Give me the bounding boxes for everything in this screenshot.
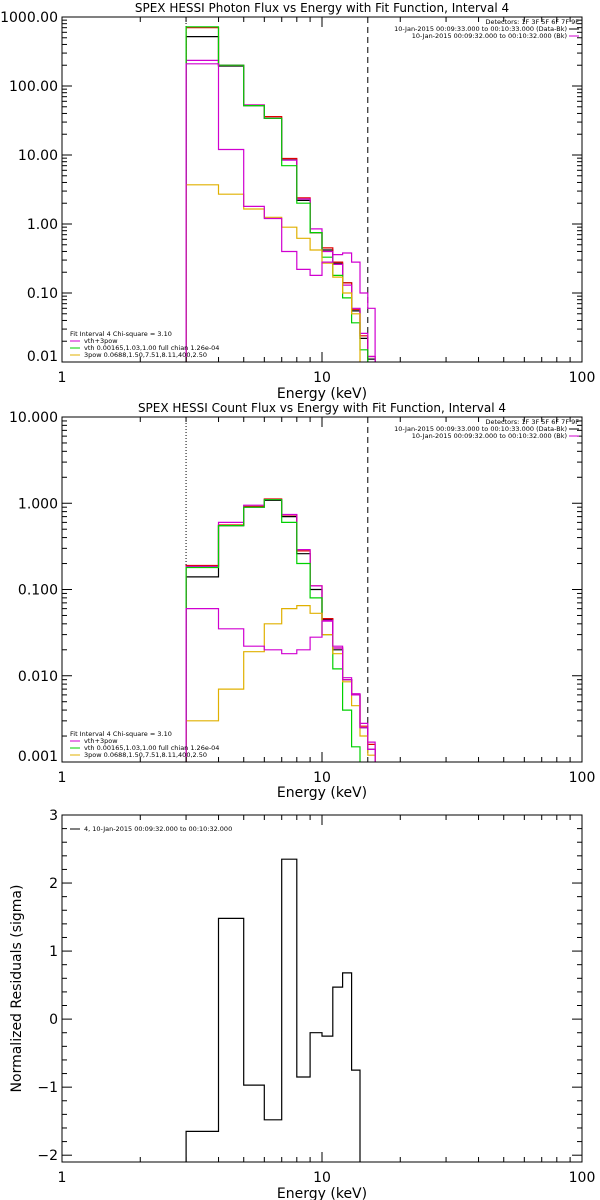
legend-entry: 3pow 0.0688,1.50,7.51,8.11,400,2.50 bbox=[84, 751, 207, 759]
legend-header: Fit Interval 4 Chi-square = 3.10 bbox=[70, 330, 172, 338]
x-tick-label: 10 bbox=[313, 770, 331, 786]
y-tick-label: 10.000 bbox=[9, 410, 58, 426]
series-line-2 bbox=[185, 27, 376, 362]
y-tick-label: −1 bbox=[37, 1080, 58, 1096]
plot-area bbox=[185, 17, 376, 362]
x-tick-label: 1 bbox=[58, 370, 67, 386]
legend-entry: 10-Jan-2015 00:09:32.000 to 00:10:32.000… bbox=[412, 432, 567, 440]
x-tick-label: 10 bbox=[313, 370, 331, 386]
legend-entry: 4, 10-Jan-2015 00:09:32.000 to 00:10:32.… bbox=[84, 825, 232, 833]
series-line-5 bbox=[185, 605, 376, 762]
series-line-6 bbox=[185, 608, 376, 762]
y-tick-label: 1.000 bbox=[18, 496, 58, 512]
legend-entry: vth 0.00165,1.03,1.00 full chian 1.26e-0… bbox=[84, 744, 219, 752]
y-tick-label: 0.001 bbox=[18, 749, 58, 765]
series-line-1 bbox=[185, 858, 361, 1162]
legend-entry: vth+3pow bbox=[84, 737, 118, 745]
series-line-3 bbox=[185, 499, 376, 762]
y-tick-label: −2 bbox=[37, 1148, 58, 1164]
y-tick-label: 3 bbox=[49, 808, 58, 824]
series-line-5 bbox=[185, 184, 361, 362]
series-line-6 bbox=[185, 63, 376, 362]
chart-title: SPEX HESSI Count Flux vs Energy with Fit… bbox=[138, 401, 506, 415]
x-tick-label: 10 bbox=[313, 1170, 331, 1186]
plot-frame bbox=[61, 16, 583, 363]
series-line-4 bbox=[185, 26, 369, 362]
legend-entry: vth+3pow bbox=[84, 337, 118, 345]
y-tick-label: 1000.00 bbox=[0, 10, 58, 26]
legend-header: Fit Interval 4 Chi-square = 3.10 bbox=[70, 730, 172, 738]
y-axis-label: Normalized Residuals (sigma) bbox=[9, 885, 25, 1093]
x-axis-label: Energy (keV) bbox=[277, 386, 367, 402]
plot-area bbox=[185, 417, 376, 762]
y-tick-label: 0.10 bbox=[27, 286, 58, 302]
y-tick-label: 2 bbox=[49, 876, 58, 892]
legend-detectors: Detectors: 1F 3F 5F 6F 7F 9F bbox=[485, 18, 579, 26]
x-tick-label: 100 bbox=[569, 1170, 596, 1186]
plot-frame bbox=[61, 814, 583, 1163]
chart-title: SPEX HESSI Photon Flux vs Energy with Fi… bbox=[135, 1, 509, 15]
series-line-1 bbox=[185, 499, 376, 762]
y-tick-label: 0 bbox=[49, 1012, 58, 1028]
chart-panel-2: SPEX HESSI Count Flux vs Energy with Fit… bbox=[9, 401, 595, 801]
x-tick-label: 100 bbox=[569, 770, 596, 786]
x-tick-label: 1 bbox=[58, 770, 67, 786]
y-tick-label: 1.00 bbox=[27, 217, 58, 233]
series-line-4 bbox=[185, 499, 361, 762]
legend-entry: 3pow 0.0688,1.50,7.51,8.11,400,2.50 bbox=[84, 351, 207, 359]
chart-panel-1: SPEX HESSI Photon Flux vs Energy with Fi… bbox=[0, 1, 595, 402]
y-tick-label: 1 bbox=[49, 944, 58, 960]
legend-entry: 10-Jan-2015 00:09:33.000 to 00:10:33.000… bbox=[394, 425, 567, 433]
x-tick-label: 100 bbox=[569, 370, 596, 386]
legend-entry: 10-Jan-2015 00:09:32.000 to 00:10:32.000… bbox=[412, 32, 567, 40]
y-tick-label: 10.00 bbox=[18, 148, 58, 164]
series-line-1 bbox=[185, 36, 376, 362]
legend-entry: 10-Jan-2015 00:09:33.000 to 00:10:33.000… bbox=[394, 25, 567, 33]
x-axis-label: Energy (keV) bbox=[277, 785, 367, 801]
y-tick-label: 100.00 bbox=[9, 79, 58, 95]
x-tick-label: 1 bbox=[58, 1170, 67, 1186]
y-tick-label: 0.01 bbox=[27, 349, 58, 365]
chart-panel-3: 1 10 100 Energy (keV) −2 −1 0 1 2 3 Normalized Res… bbox=[9, 808, 595, 1200]
legend-entry: vth 0.00165,1.03,1.00 full chian 1.26e-0… bbox=[84, 344, 219, 352]
plot-frame bbox=[61, 416, 583, 763]
plot-area bbox=[185, 858, 361, 1162]
series-line-2 bbox=[185, 498, 376, 762]
series-line-3 bbox=[185, 59, 376, 362]
y-tick-label: 0.100 bbox=[18, 583, 58, 599]
legend-detectors: Detectors: 1F 3F 5F 6F 7F 9F bbox=[485, 418, 579, 426]
x-axis-label: Energy (keV) bbox=[277, 1186, 367, 1200]
y-tick-label: 0.010 bbox=[18, 669, 58, 685]
